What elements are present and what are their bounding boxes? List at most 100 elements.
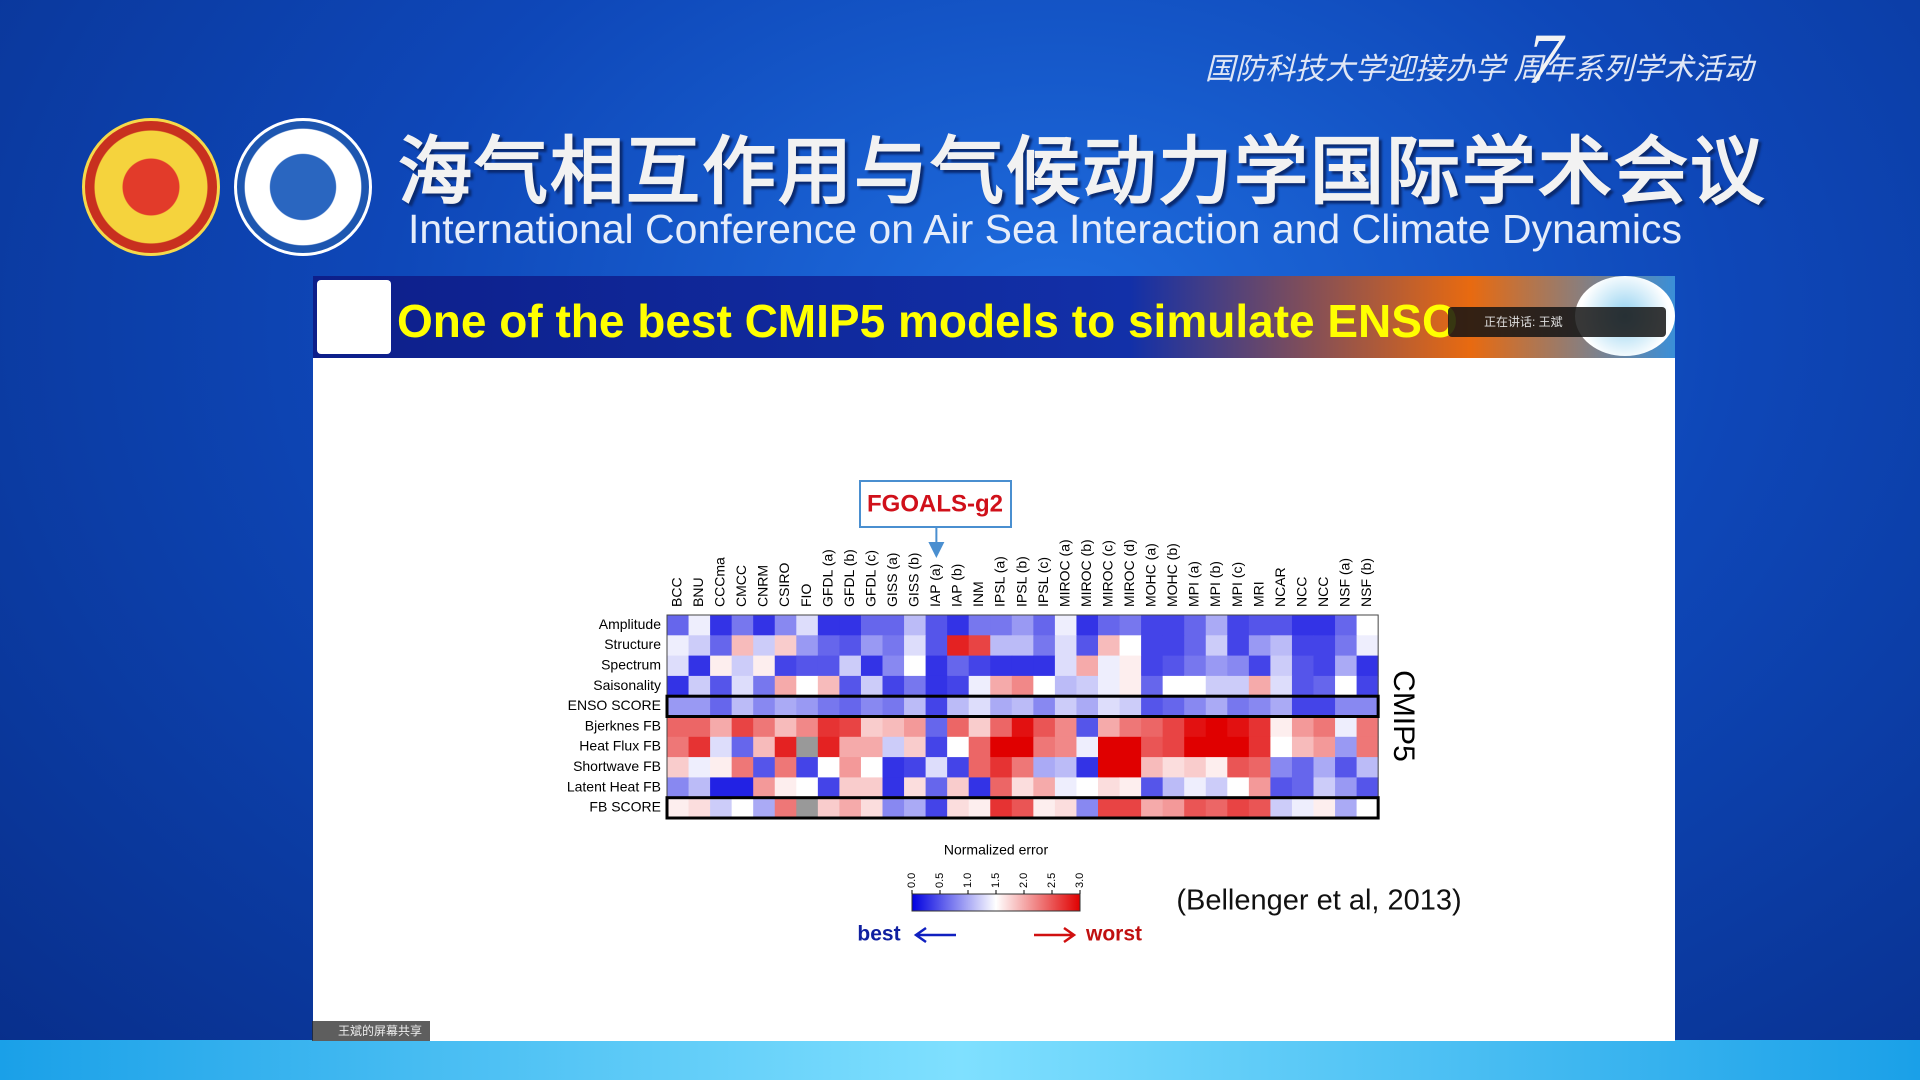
column-label: IAP (b): [949, 564, 965, 607]
speaking-indicator: 正在讲话: 王斌: [1448, 307, 1666, 337]
heat-cell: [1011, 655, 1034, 677]
heat-cell: [1141, 736, 1164, 758]
column-label: NSF (b): [1358, 558, 1374, 607]
row-label: Structure: [604, 636, 661, 652]
heat-cell: [860, 615, 883, 636]
heat-cell: [1033, 736, 1056, 758]
heat-cell: [1054, 696, 1077, 717]
heat-cell: [731, 736, 754, 758]
heat-cell: [1162, 696, 1185, 717]
heat-cell: [817, 716, 840, 738]
colorbar-tick-label: 1.5: [990, 873, 1002, 888]
heat-cell: [1205, 797, 1228, 819]
heat-cell: [1054, 635, 1077, 657]
heat-cell: [1162, 716, 1185, 738]
heat-cell: [1313, 615, 1336, 636]
heat-cell: [774, 635, 797, 657]
heat-cell: [731, 635, 754, 657]
column-label: INM: [970, 581, 986, 607]
heat-cell: [1119, 615, 1142, 636]
heat-cell: [904, 797, 927, 819]
conference-title-cn: 海气相互作用与气候动力学国际学术会议: [398, 129, 1766, 215]
heat-cell: [1184, 757, 1207, 778]
heat-cell: [1119, 777, 1142, 799]
heat-cell: [796, 797, 819, 819]
heat-cell: [990, 635, 1013, 657]
heat-cell: [1076, 655, 1099, 677]
heat-cell: [904, 655, 927, 677]
heat-cell: [1313, 655, 1336, 677]
heat-cell: [882, 736, 905, 758]
heat-cell: [710, 797, 733, 819]
heat-cell: [1054, 716, 1077, 738]
heat-cell: [1184, 716, 1207, 738]
heat-cell: [688, 757, 711, 778]
row-label: FB SCORE: [589, 799, 661, 815]
heat-cell: [774, 797, 797, 819]
heat-cell: [667, 797, 690, 819]
heat-cell: [1335, 777, 1358, 799]
heat-cell: [947, 675, 970, 697]
heat-cell: [1141, 797, 1164, 819]
heat-cell: [1205, 675, 1228, 697]
heat-cell: [882, 615, 905, 636]
heat-cell: [925, 797, 948, 819]
heat-cell: [1184, 635, 1207, 657]
heat-cell: [710, 736, 733, 758]
heat-cell: [710, 777, 733, 799]
heat-cell: [1184, 655, 1207, 677]
heat-cell: [710, 655, 733, 677]
heat-cell: [990, 757, 1013, 778]
heat-cell: [1011, 736, 1034, 758]
row-label: Bjerknes FB: [585, 717, 661, 733]
column-label: NCAR: [1272, 567, 1288, 607]
heat-cell: [882, 777, 905, 799]
heat-cell: [1291, 716, 1314, 738]
heat-cell: [796, 757, 819, 778]
colorbar-label: Normalized error: [944, 842, 1049, 858]
column-label: IPSL (b): [1013, 556, 1029, 607]
heat-cell: [947, 757, 970, 778]
heat-cell: [1335, 716, 1358, 738]
heat-cell: [667, 777, 690, 799]
heat-cell: [753, 635, 776, 657]
heat-cell: [990, 777, 1013, 799]
heat-cell: [1162, 655, 1185, 677]
heat-cell: [817, 736, 840, 758]
group-label: CMIP5: [1387, 670, 1420, 762]
heat-cell: [947, 777, 970, 799]
heat-cell: [1356, 696, 1379, 717]
heat-cell: [1356, 655, 1379, 677]
heat-cell: [688, 736, 711, 758]
heat-cell: [1162, 797, 1185, 819]
heat-cell: [1076, 736, 1099, 758]
heat-cell: [1054, 777, 1077, 799]
heat-cell: [1119, 696, 1142, 717]
row-label: ENSO SCORE: [568, 697, 661, 713]
heat-cell: [1356, 797, 1379, 819]
heat-cell: [882, 675, 905, 697]
heat-cell: [1205, 777, 1228, 799]
heat-cell: [753, 777, 776, 799]
heat-cell: [1291, 797, 1314, 819]
heat-cell: [968, 777, 991, 799]
colorbar-tick-label: 2.5: [1046, 873, 1058, 888]
heat-cell: [667, 675, 690, 697]
heat-cell: [1335, 675, 1358, 697]
heat-cell: [688, 777, 711, 799]
heat-cell: [1248, 797, 1271, 819]
heat-cell: [968, 675, 991, 697]
heat-cell: [1098, 655, 1121, 677]
heat-cell: [731, 675, 754, 697]
heat-cell: [1270, 615, 1293, 636]
heat-cell: [882, 635, 905, 657]
heat-cell: [753, 615, 776, 636]
heat-cell: [753, 797, 776, 819]
heat-cell: [860, 716, 883, 738]
best-label: best: [857, 923, 900, 946]
heat-cell: [796, 615, 819, 636]
heat-cell: [839, 716, 862, 738]
heat-cell: [839, 777, 862, 799]
column-label: GFDL (c): [862, 550, 878, 607]
heat-cell: [667, 635, 690, 657]
